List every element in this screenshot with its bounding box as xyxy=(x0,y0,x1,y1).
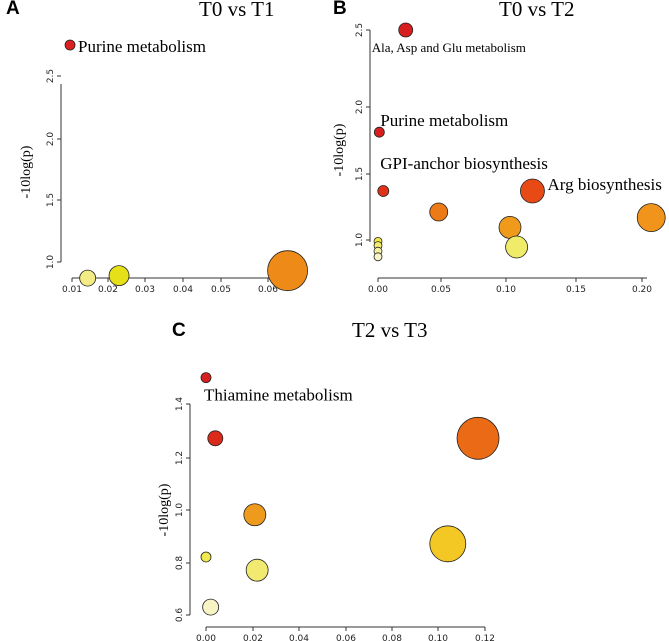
panel-b-y-tick-label: 2.0 xyxy=(355,100,365,115)
panel-c-data-point xyxy=(456,416,500,460)
panel-b-x-tick-label: 0.00 xyxy=(368,285,388,295)
panel-a-x-tick-label: 0.02 xyxy=(98,285,118,295)
panel-c: C T2 vs T3 -10log(p) 0.00 0.02 0.04 0.06 0.08 0.… xyxy=(157,318,500,641)
panel-c-x-tick-label: 0.06 xyxy=(336,634,356,641)
panel-b-x-tick-label: 0.10 xyxy=(496,285,516,295)
panel-b-data-point xyxy=(505,235,528,259)
panel-c-x-tick-label: 0.12 xyxy=(475,634,495,641)
panel-c-x-tick-label: 0.04 xyxy=(289,634,309,641)
panel-c-data-point xyxy=(243,503,267,527)
panel-c-y-axis-label: -10log(p) xyxy=(157,483,172,536)
panel-c-y-tick-label: 0.6 xyxy=(175,608,185,623)
panel-b-data-point xyxy=(377,185,390,197)
panel-a-x-tick-label: 0.06 xyxy=(258,285,278,295)
panel-b-data-point xyxy=(498,215,522,239)
panel-a-letter: A xyxy=(6,0,20,19)
panel-c-data-point xyxy=(202,598,220,616)
panel-a-y-tick-label: 2.5 xyxy=(46,69,56,83)
panel-a-data-point xyxy=(64,39,76,51)
panel-c-letter: C xyxy=(172,320,186,341)
panel-c-y-tick-label: 1.2 xyxy=(175,451,185,465)
panel-b-y-tick-label: 2.5 xyxy=(355,23,365,37)
panel-b-data-point xyxy=(373,126,385,138)
panel-b-x-tick-label: 0.15 xyxy=(566,285,586,295)
panel-a-y-tick-label: 1.0 xyxy=(46,255,56,270)
panel-b-data-point xyxy=(373,252,383,262)
panel-a-x-tick-label: 0.01 xyxy=(62,285,82,295)
panel-a-data-point xyxy=(79,269,97,287)
panel-c-data-point xyxy=(200,551,212,563)
panel-a-x-tick-label: 0.05 xyxy=(211,285,231,295)
panel-b-x-tick-label: 0.20 xyxy=(632,285,652,295)
panel-a: A T0 vs T1 -10log(p) 0.01 0.02 0.03 0.04 0.05 0.… xyxy=(6,0,309,295)
panel-b-data-point xyxy=(520,178,545,204)
panel-b-data-point xyxy=(636,203,666,233)
panel-a-data-point xyxy=(267,250,309,292)
panel-a-x-tick-label: 0.04 xyxy=(173,285,193,295)
panel-a-y-tick-label: 1.5 xyxy=(46,193,56,207)
panel-a-y-tick-label: 2.0 xyxy=(46,132,56,147)
panel-b-point-label: Arg biosynthesis xyxy=(547,175,661,194)
panel-b-data-point xyxy=(429,202,449,222)
panel-b-y-axis-label: -10log(p) xyxy=(332,123,347,176)
panel-c-data-point xyxy=(429,525,467,563)
panel-c-y-tick-label: 0.8 xyxy=(175,556,185,571)
panel-b-letter: B xyxy=(333,0,347,19)
panel-c-x-tick-label: 0.00 xyxy=(196,634,216,641)
panel-a-y-axis-label: -10log(p) xyxy=(19,145,34,198)
panel-c-x-tick-label: 0.02 xyxy=(243,634,263,641)
panel-b-point-label: GPI-anchor biosynthesis xyxy=(380,154,548,173)
panel-c-point-label: Thiamine metabolism xyxy=(204,386,353,405)
panel-a-x-tick-label: 0.03 xyxy=(135,285,155,295)
panel-b-point-label: Purine metabolism xyxy=(380,111,508,130)
panel-c-y-tick-label: 1.4 xyxy=(175,397,185,412)
panel-c-y-tick-label: 1.0 xyxy=(175,503,185,518)
panel-b-y-tick-label: 1.5 xyxy=(355,167,365,181)
panel-a-data-point xyxy=(108,265,130,287)
panel-c-x-tick-label: 0.10 xyxy=(428,634,448,641)
panel-b-x-tick-label: 0.05 xyxy=(431,285,451,295)
panel-c-x-tick-label: 0.08 xyxy=(382,634,402,641)
panel-c-data-point xyxy=(207,430,224,447)
panel-c-title: T2 vs T3 xyxy=(352,318,427,342)
panel-b-data-point xyxy=(398,22,414,38)
panel-b-y-tick-label: 1.0 xyxy=(355,233,365,248)
panel-c-data-point xyxy=(245,558,269,582)
panel-a-title: T0 vs T1 xyxy=(199,0,274,21)
panel-b-title: T0 vs T2 xyxy=(499,0,574,21)
panel-b: B T0 vs T2 -10log(p) 0.00 0.05 0.10 0.15 0.20 1.… xyxy=(332,0,666,295)
panel-b-point-label: Ala, Asp and Glu metabolism xyxy=(372,40,526,55)
panel-a-point-label: Purine metabolism xyxy=(78,37,206,56)
panel-c-data-point xyxy=(200,372,212,384)
